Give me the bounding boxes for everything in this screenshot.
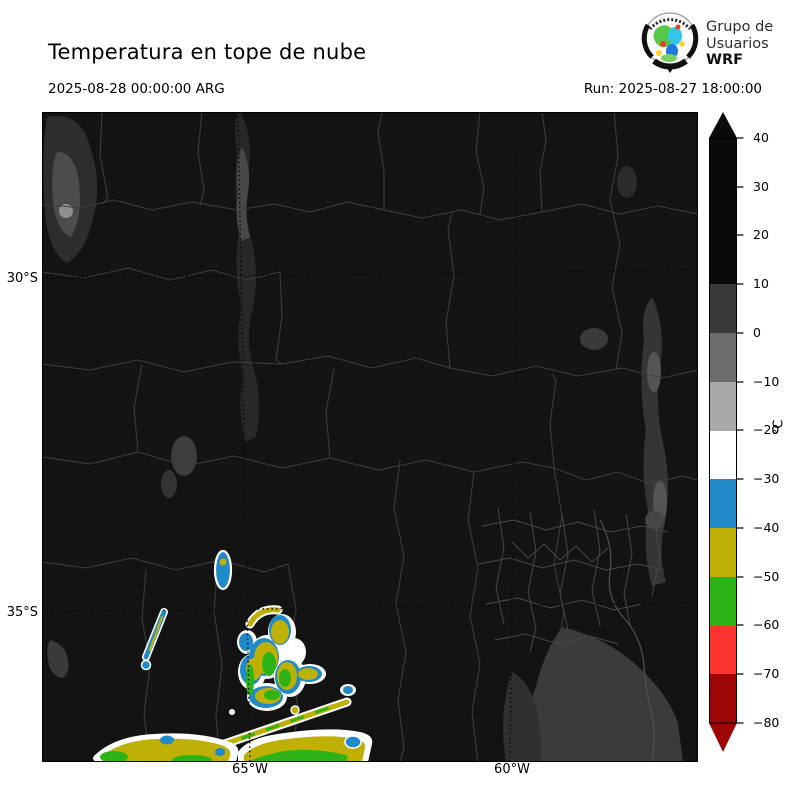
run-time-label: Run: 2025-08-27 18:00:00 (583, 81, 762, 97)
colorbar-segment (709, 431, 737, 479)
colorbar-segment (709, 674, 737, 723)
colorbar-segment (709, 333, 737, 382)
colorbar-canvas (709, 112, 744, 752)
valid-time-label: 2025-08-28 00:00:00 ARG (48, 81, 225, 97)
colorbar-tick-label: −80 (753, 715, 780, 730)
colorbar-segment (709, 138, 737, 284)
colorbar-tick-label: 10 (753, 276, 769, 291)
colorbar-tick-label: −50 (753, 569, 780, 584)
colorbar-outline (709, 138, 737, 724)
coastline (599, 519, 655, 763)
colorbar-arrow-down (709, 723, 737, 752)
wrf-logo-text: Grupo de Usuarios WRF (706, 10, 773, 69)
colorbar-unit-label: °C (771, 419, 787, 436)
colorbar-tick-label: −70 (753, 666, 780, 681)
colorbar-tick-label: −20 (753, 422, 780, 437)
cold-cloud-cluster (93, 549, 373, 765)
colorbar-tick-label: −40 (753, 520, 780, 535)
gridline-65w (237, 111, 251, 763)
logo-line-1: Grupo de (706, 19, 774, 35)
gridline-60w (509, 111, 519, 763)
colorbar-segment (709, 479, 737, 528)
colorbar: 40 30 20 10 0 −10 −20 −30 −40 −50 −60 −7… (709, 112, 800, 780)
colorbar-tick-label: −30 (753, 471, 780, 486)
wrf-globe-icon (641, 12, 699, 73)
colorbar-tick-label: −60 (753, 617, 780, 632)
map-frame (41, 111, 699, 765)
colorbar-segment (709, 382, 737, 431)
colorbar-segment (709, 626, 737, 674)
gridline-30s (41, 269, 699, 279)
colorbar-tick-label: 30 (753, 179, 769, 194)
colorbar-segment (709, 528, 737, 577)
colorbar-segment (709, 577, 737, 626)
main-storm-mass (237, 614, 326, 711)
province-borders (41, 111, 699, 763)
logo-line-2: Usuarios (706, 35, 769, 52)
colorbar-tick-marks (737, 137, 744, 724)
colorbar-tick-label: 0 (753, 325, 761, 340)
lat-label-30s: 30°S (6, 271, 38, 286)
gridline-35s (41, 602, 699, 613)
logo-line-3: WRF (706, 52, 744, 69)
colorbar-tick-label: 40 (753, 130, 769, 145)
page-title: Temperatura en tope de nube (48, 40, 367, 65)
map-border (42, 112, 698, 762)
colorbar-tick-label: 20 (753, 227, 769, 242)
colorbar-segment (709, 284, 737, 333)
graticule-lines (41, 111, 699, 763)
lat-label-35s: 35°S (6, 605, 38, 620)
gray-cloud-patches (43, 112, 683, 762)
wrf-logo: Grupo de Usuarios WRF (641, 10, 773, 74)
south-cloud-band-west (93, 733, 239, 765)
lon-label-60w: 60°W (494, 762, 530, 777)
south-cloud-band-east (238, 729, 373, 762)
colorbar-tick-label: −10 (753, 374, 780, 389)
map-canvas (41, 111, 699, 765)
lon-label-65w: 65°W (232, 762, 268, 777)
colorbar-arrow-up (709, 112, 737, 138)
